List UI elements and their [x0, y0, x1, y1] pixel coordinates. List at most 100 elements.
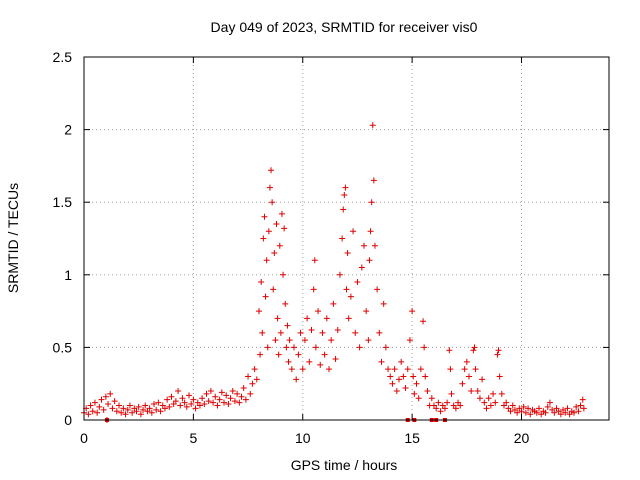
- data-point: [188, 401, 195, 408]
- data-point: [461, 366, 468, 373]
- data-point: [151, 401, 157, 408]
- data-point: [503, 399, 510, 406]
- data-point: [129, 409, 136, 416]
- data-point: [344, 250, 351, 257]
- data-point: [404, 366, 411, 373]
- data-point: [507, 408, 514, 415]
- data-point: [295, 351, 302, 358]
- data-point: [420, 318, 427, 325]
- data-point: [421, 344, 428, 351]
- data-point: [459, 380, 466, 387]
- data-point: [472, 366, 479, 373]
- data-point: [282, 300, 289, 307]
- data-point: [492, 399, 499, 406]
- data-point: [441, 405, 448, 412]
- data-point: [389, 380, 396, 387]
- data-point: [468, 387, 475, 394]
- data-point: [557, 411, 564, 418]
- data-point: [340, 206, 347, 213]
- data-point: [571, 409, 577, 416]
- data-point: [463, 358, 470, 365]
- data-point: [350, 228, 357, 235]
- data-point: [262, 293, 269, 300]
- data-point: [284, 322, 291, 329]
- data-point: [225, 401, 232, 408]
- data-point: [490, 390, 497, 397]
- data-point: [366, 257, 373, 264]
- data-point: [385, 366, 392, 373]
- data-point: [286, 337, 293, 344]
- data-point: [347, 293, 354, 300]
- y-tick-label: 1: [64, 267, 72, 283]
- data-point: [527, 411, 534, 418]
- x-tick-label: 10: [295, 430, 311, 446]
- data-point: [281, 225, 288, 232]
- data-point: [444, 399, 451, 406]
- data-point: [435, 399, 442, 406]
- data-point: [575, 408, 582, 415]
- data-point: [536, 405, 542, 412]
- data-point: [179, 395, 186, 402]
- data-point: [251, 366, 258, 373]
- data-point: [496, 373, 503, 380]
- data-point: [562, 409, 569, 416]
- data-point: [126, 402, 133, 409]
- data-point: [140, 406, 147, 413]
- data-point: [142, 402, 149, 409]
- data-point: [192, 405, 199, 412]
- data-point: [509, 402, 516, 409]
- data-point: [457, 402, 464, 409]
- data-point: [236, 399, 243, 406]
- data-point: [409, 308, 416, 315]
- data-point: [487, 402, 494, 409]
- data-point: [387, 373, 394, 380]
- data-point: [166, 403, 173, 410]
- data-point: [437, 408, 444, 415]
- data-point: [87, 402, 94, 409]
- data-point: [273, 220, 280, 227]
- data-point: [120, 405, 127, 412]
- data-point: [247, 390, 254, 397]
- data-point: [133, 408, 140, 415]
- data-point: [261, 213, 268, 220]
- data-point: [311, 257, 318, 264]
- data-point: [514, 409, 521, 416]
- data-point: [564, 405, 571, 412]
- data-point: [317, 361, 324, 368]
- data-point: [201, 401, 208, 408]
- data-point: [483, 405, 490, 412]
- data-point: [336, 271, 343, 278]
- data-point: [98, 396, 105, 403]
- data-point: [343, 286, 350, 293]
- data-point: [415, 395, 422, 402]
- data-point: [544, 403, 551, 410]
- data-point: [330, 300, 337, 307]
- data-point: [485, 395, 492, 402]
- data-point: [102, 393, 109, 400]
- data-point: [155, 399, 162, 406]
- data-point: [122, 411, 129, 418]
- data-point: [424, 387, 431, 394]
- data-point: [315, 308, 322, 315]
- data-point: [520, 403, 527, 410]
- data-point: [396, 376, 402, 383]
- data-point: [96, 403, 103, 410]
- data-point: [577, 402, 584, 409]
- grid-lines: [84, 57, 609, 420]
- data-point: [214, 402, 221, 409]
- data-point: [277, 329, 284, 336]
- data-point: [253, 376, 260, 383]
- data-point: [402, 385, 409, 392]
- data-point: [245, 373, 252, 380]
- data-point: [352, 329, 359, 336]
- data-point: [116, 402, 122, 409]
- data-point: [109, 405, 116, 412]
- data-point: [369, 122, 376, 129]
- data-point: [301, 337, 308, 344]
- data-point: [382, 344, 389, 351]
- data-point: [546, 399, 553, 406]
- data-point: [177, 402, 184, 409]
- data-point: [306, 358, 313, 365]
- data-point: [283, 344, 290, 351]
- data-point: [374, 286, 381, 293]
